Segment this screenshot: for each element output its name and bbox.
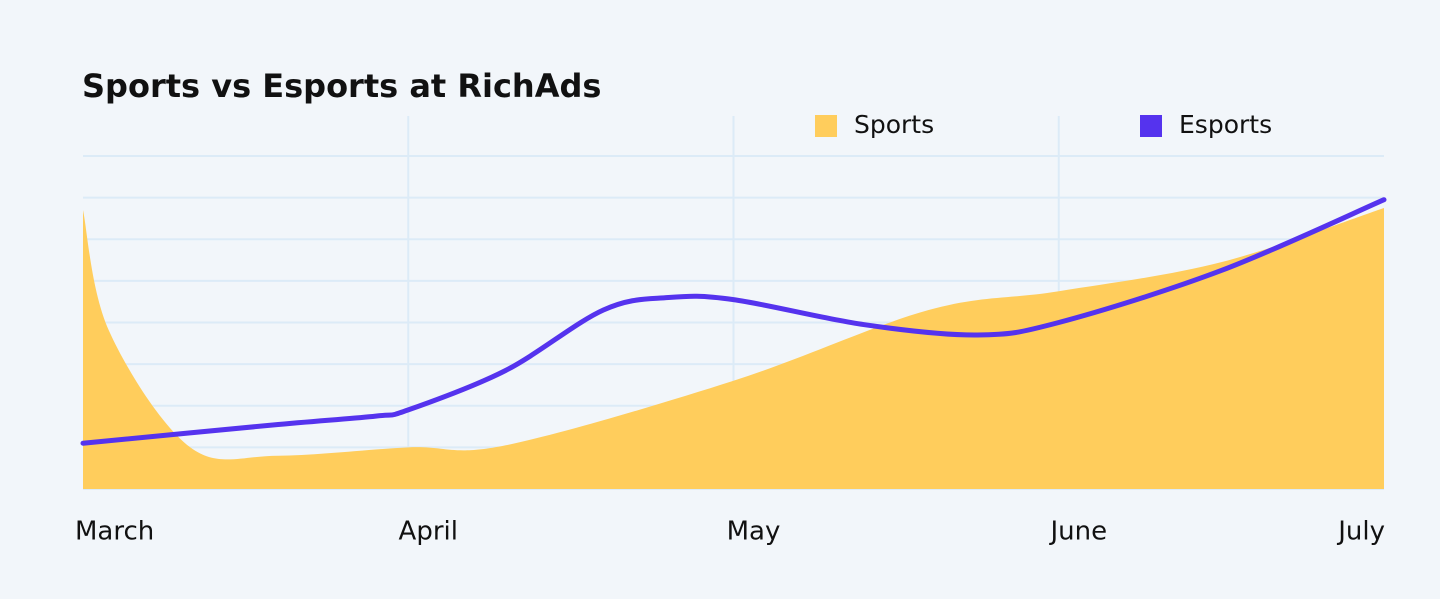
line	[80, 197, 1387, 446]
legend-swatch	[815, 115, 837, 137]
area	[83, 208, 1384, 489]
x-tick-label: July	[1336, 517, 1385, 547]
legend-label: Sports	[854, 110, 934, 139]
legend-swatch	[1140, 115, 1162, 137]
grid	[83, 116, 1384, 490]
x-tick-label: May	[727, 517, 781, 547]
x-tick-label: April	[399, 517, 458, 547]
x-tick-label: March	[75, 517, 154, 547]
legend-label: Esports	[1179, 110, 1272, 139]
chart-title: Sports vs Esports at RichAds	[82, 67, 601, 105]
x-tick-label: June	[1048, 517, 1107, 547]
